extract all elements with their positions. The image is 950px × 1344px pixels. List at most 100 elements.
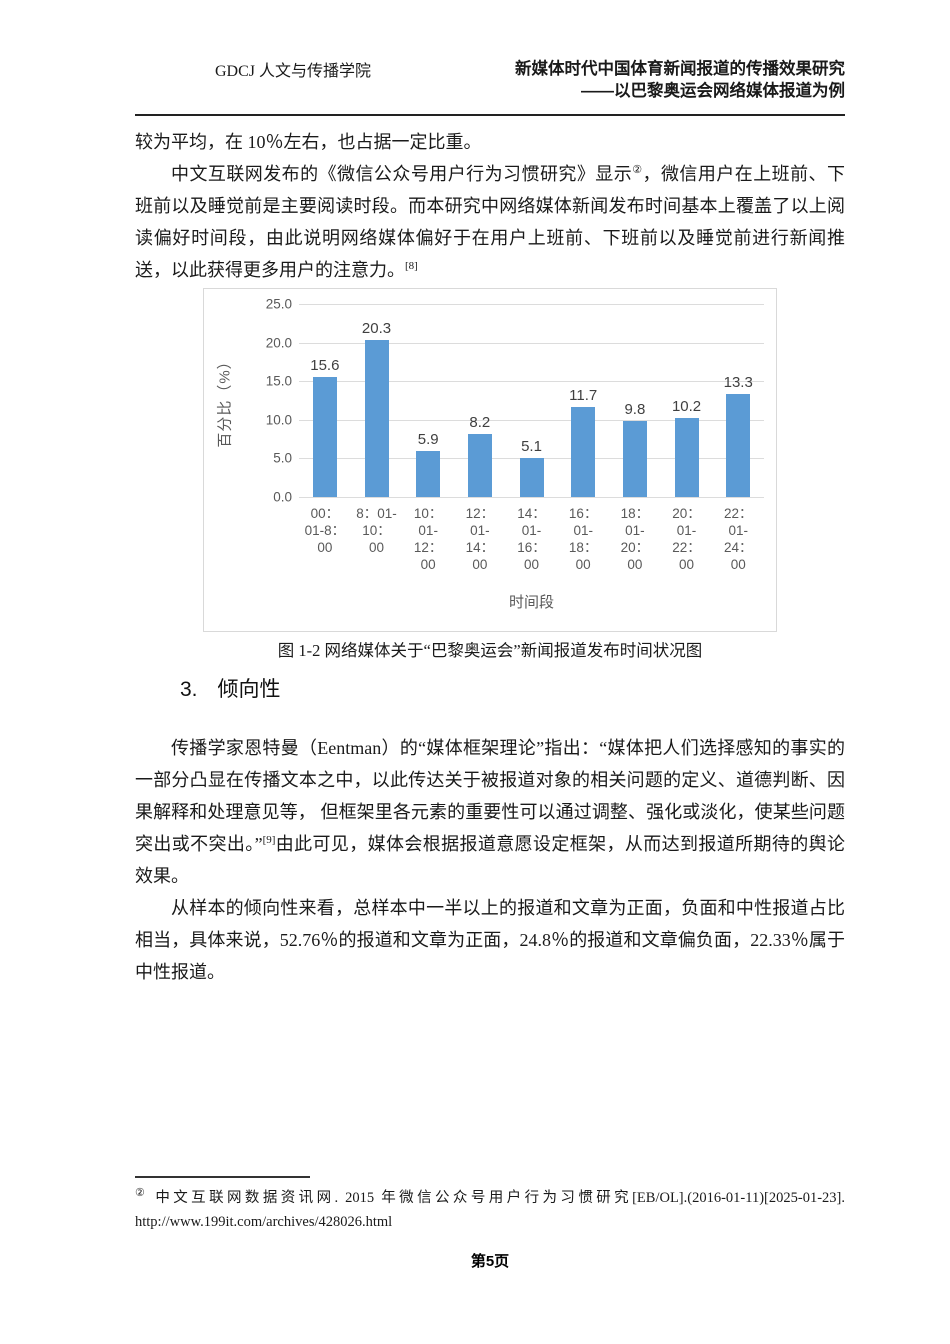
text-run: 传播学家恩特曼（Eentman）的“媒体框架理论”指出：“媒体把人们选择感知的事… (135, 738, 845, 854)
x-axis-tick-label: 8：01- 10： 00 (351, 505, 403, 573)
chart-plot-area: 百分比（%） 0.0 5.0 10.0 15.0 20.0 25.0 15.6 20.3 5.… (204, 297, 776, 505)
x-axis-tick-label-line: 10： (413, 506, 443, 521)
x-axis-tick-label: 00： 01-8： 00 (299, 505, 351, 573)
x-axis-tick-label-line: 01- (470, 523, 490, 538)
chart-bar (467, 433, 492, 497)
x-axis-tick-label-line: 16： (568, 506, 598, 521)
x-axis-tick-label-line: 00 (575, 557, 591, 572)
chart-gridline (299, 419, 764, 421)
x-axis-tick-label-line: 16： (517, 540, 546, 555)
y-axis-tick-label: 10.0 (265, 412, 292, 428)
header-title-line1: 新媒体时代中国体育新闻报道的传播效果研究 (515, 60, 845, 78)
x-axis-tick-label-line: 22： (723, 506, 753, 521)
chart-bar-slot: 13.3 (712, 304, 764, 497)
section-heading: 3. 倾向性 (180, 676, 845, 704)
body-paragraph: 中文互联网发布的《微信公众号用户行为习惯研究》显示②，微信用户在上班前、下班前以… (135, 158, 845, 286)
x-axis-tick-label-line: 18： (568, 540, 598, 555)
body-paragraph: 从样本的倾向性来看，总样本中一半以上的报道和文章为正面，负面和中性报道占比相当，… (135, 892, 845, 988)
x-axis-tick-label: 22： 01- 24： 00 (712, 505, 764, 573)
x-axis-tick-label-line: 00： (310, 506, 340, 521)
x-axis-tick-label-line: 01- (676, 523, 697, 538)
text-run: 中文互联网发布的《微信公众号用户行为习惯研究》显示 (171, 164, 633, 184)
x-axis-tick-label-line: 12： (413, 540, 443, 555)
bar-value-label: 20.3 (361, 320, 392, 338)
y-axis-tick-labels: 0.0 5.0 10.0 15.0 20.0 25.0 (244, 297, 299, 505)
chart-bar (416, 451, 441, 497)
x-axis-tick-label: 16： 01- 18： 00 (557, 505, 609, 573)
y-axis-tick-label: 5.0 (273, 450, 292, 466)
bar-value-label: 8.2 (469, 413, 491, 431)
x-axis-tick-label-line: 00 (317, 540, 333, 555)
x-axis-tick-label-line: 14： (517, 506, 546, 521)
chart-bar-slot: 5.1 (506, 304, 558, 497)
chart-bar (674, 418, 699, 497)
figure-caption: 图 1-2 网络媒体关于“巴黎奥运会”新闻报道发布时间状况图 (277, 641, 703, 660)
page-header: GDCJ 人文与传播学院 新媒体时代中国体育新闻报道的传播效果研究 ——以巴黎奥… (135, 58, 845, 102)
bar-value-label: 11.7 (569, 386, 598, 404)
chart-bar (571, 406, 596, 497)
footnote-divider (135, 1176, 310, 1178)
chart-bars: 15.6 20.3 5.9 8.2 5.1 11.7 9.8 10.2 13.3 (299, 304, 764, 498)
text-run: 中文互联网数据资讯网. 2015 年微信公众号用户行为习惯研究[EB/OL].(… (135, 1190, 845, 1230)
x-axis-tick-label-line: 10： (362, 523, 391, 538)
chart-bar-slot: 5.9 (402, 304, 454, 497)
superscript-reference: [9] (262, 834, 276, 846)
chart-bar-slot: 15.6 (299, 304, 351, 497)
x-axis-tick-label-line: 24： (723, 540, 753, 555)
chart-bar (364, 340, 389, 497)
x-axis-tick-label-line: 20： (672, 506, 701, 521)
text-run: 较为平均，在 10％左右，也占据一定比重。 (135, 132, 482, 152)
x-axis-tick-label: 20： 01- 22： 00 (661, 505, 713, 573)
x-axis-tick-label-line: 00 (368, 540, 385, 555)
chart-gridline (299, 304, 764, 305)
body-paragraphs-bottom: 传播学家恩特曼（Eentman）的“媒体框架理论”指出：“媒体把人们选择感知的事… (135, 732, 845, 988)
x-axis-tick-label-line: 00 (420, 557, 436, 572)
chart-gridline (299, 342, 764, 344)
x-axis-tick-label-line: 22： (672, 540, 701, 555)
bar-value-label: 9.8 (624, 401, 646, 419)
bar-chart: 百分比（%） 0.0 5.0 10.0 15.0 20.0 25.0 15.6 20.3 5.… (203, 288, 777, 632)
superscript-reference: ② (632, 164, 643, 176)
x-axis-tick-label-line: 00 (627, 557, 643, 572)
bar-value-label: 5.9 (417, 431, 439, 449)
page-number: 第5页 (470, 1253, 510, 1270)
x-axis-tick-label-line: 01- (728, 523, 748, 538)
x-axis-tick-labels: 00： 01-8： 00 8：01- 10： 00 10： 01- 12： 00 12： 01- 14：… (299, 505, 764, 573)
x-axis-tick-label-line: 01- (521, 523, 542, 538)
chart-bar-slot: 9.8 (609, 304, 661, 497)
superscript-reference: [8] (405, 260, 418, 272)
header-title: 新媒体时代中国体育新闻报道的传播效果研究 ——以巴黎奥运会网络媒体报道为例 (515, 58, 845, 102)
x-axis-tick-label: 14： 01- 16： 00 (506, 505, 558, 573)
x-axis-tick-label-line: 14： (465, 540, 495, 555)
x-axis-tick-label-line: 18： (620, 506, 650, 521)
section-number: 3. (180, 678, 198, 701)
x-axis-tick-label-line: 00 (730, 557, 746, 572)
chart-bar-slot: 20.3 (351, 304, 403, 497)
x-axis-tick-label-line: 01- (573, 523, 593, 538)
section-title: 倾向性 (217, 678, 281, 701)
chart-bar (726, 394, 751, 497)
chart-bar (312, 376, 337, 497)
x-axis-tick-label-line: 00 (679, 557, 695, 572)
header-title-line2: ——以巴黎奥运会网络媒体报道为例 (581, 82, 845, 100)
y-axis-tick-label: 15.0 (265, 373, 292, 389)
body-paragraph: 传播学家恩特曼（Eentman）的“媒体框架理论”指出：“媒体把人们选择感知的事… (135, 732, 845, 892)
x-axis-tick-label-line: 01- (625, 523, 645, 538)
body-paragraph: 较为平均，在 10％左右，也占据一定比重。 (135, 126, 845, 158)
x-axis-tick-label: 18： 01- 20： 00 (609, 505, 661, 573)
x-axis-tick-label: 10： 01- 12： 00 (402, 505, 454, 573)
chart-bar (622, 421, 647, 497)
chart-bar-slot: 11.7 (557, 304, 609, 497)
x-axis-tick-label-line: 20： (620, 540, 650, 555)
x-axis-tick-label: 12： 01- 14： 00 (454, 505, 506, 573)
footnote: ② 中文互联网数据资讯网. 2015 年微信公众号用户行为习惯研究[EB/OL]… (135, 1176, 845, 1234)
x-axis-title: 时间段 (508, 594, 554, 611)
text-run: 由此可见，媒体会根据报道意愿设定框架，从而达到报道所期待的舆论效果。 (135, 834, 845, 886)
bar-value-label: 5.1 (521, 437, 542, 455)
chart-bar (519, 457, 544, 497)
y-axis-title: 百分比（%） (204, 304, 244, 497)
x-axis-tick-label-line: 00 (472, 557, 488, 572)
footnote-text: ② 中文互联网数据资讯网. 2015 年微信公众号用户行为习惯研究[EB/OL]… (135, 1186, 845, 1234)
chart-bar-slot: 8.2 (454, 304, 506, 497)
